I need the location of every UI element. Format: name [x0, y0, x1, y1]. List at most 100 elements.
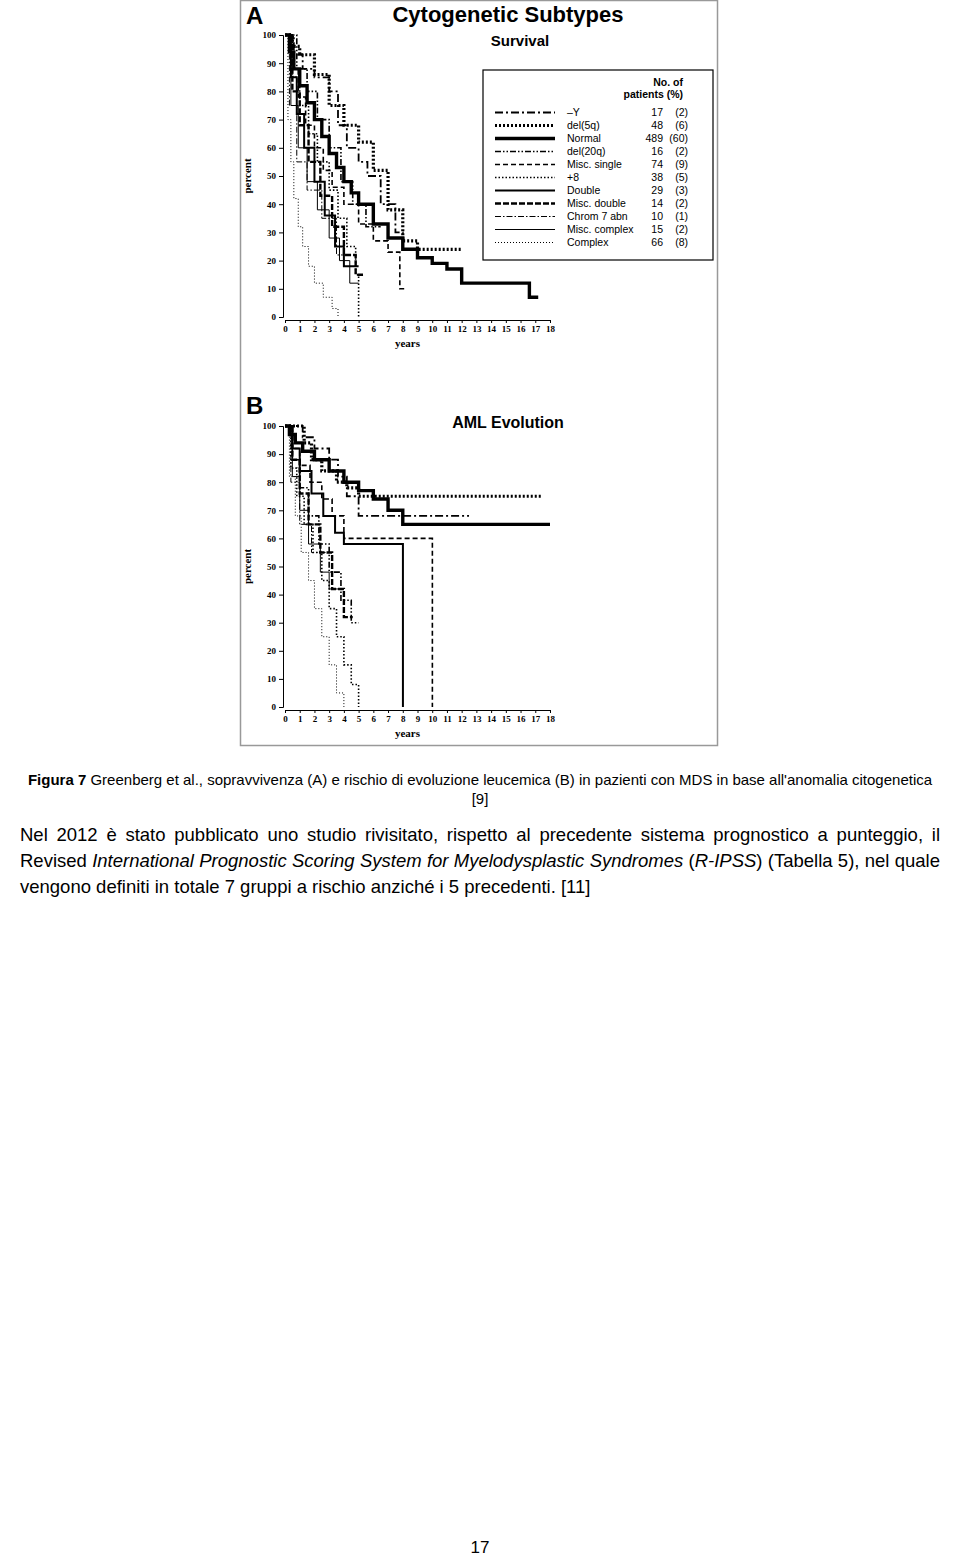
- y-tick: 50: [267, 562, 283, 572]
- text-run: (: [683, 850, 694, 871]
- x-axis-line: [286, 711, 551, 714]
- x-tick-label: 12: [458, 324, 468, 334]
- y-tick: 10: [267, 674, 283, 684]
- y-tick-mark: [279, 510, 283, 511]
- chart-subtitle: Survival: [491, 32, 549, 49]
- y-tick-mark: [279, 538, 283, 539]
- x-tick-mark: [285, 320, 286, 323]
- y-tick-label: 20: [267, 646, 277, 656]
- x-tick: 0: [283, 320, 288, 334]
- y-tick-label: 50: [267, 562, 277, 572]
- y-tick: 60: [267, 534, 283, 544]
- x-tick-mark: [285, 710, 286, 713]
- caption: Figura 7 Greenberg et al., sopravvivenza…: [20, 770, 940, 808]
- legend-percent: (1): [675, 210, 688, 222]
- legend-label: Normal: [567, 132, 601, 144]
- y-tick-label: 100: [263, 30, 277, 40]
- survival-curve: [285, 35, 359, 266]
- x-tick: 16: [517, 320, 527, 334]
- chart-title: Cytogenetic Subtypes: [392, 2, 623, 27]
- y-tick-mark: [279, 232, 283, 233]
- legend-label: –Y: [567, 106, 580, 118]
- x-tick-mark: [432, 320, 433, 323]
- legend-patients: 66: [651, 236, 663, 248]
- legend-patients: 29: [651, 184, 663, 196]
- legend-percent: (2): [675, 106, 688, 118]
- legend-patients: 15: [651, 223, 663, 235]
- survival-curve: [285, 426, 344, 707]
- legend-swatch: [495, 190, 555, 192]
- survival-curve: [285, 426, 469, 516]
- panel-letter: B: [246, 392, 263, 419]
- y-tick-mark: [279, 204, 283, 205]
- chart-b: BAML Evolution01020304050607080901000123…: [241, 392, 564, 739]
- x-tick-mark: [506, 710, 507, 713]
- survival-curve: [285, 426, 344, 589]
- x-tick: 11: [443, 710, 452, 724]
- x-tick: 13: [472, 710, 482, 724]
- legend-patients: 14: [651, 197, 663, 209]
- x-tick: 14: [487, 710, 497, 724]
- x-tick-mark: [359, 320, 360, 323]
- y-tick-label: 60: [267, 143, 277, 153]
- legend-label: del(5q): [567, 119, 600, 131]
- y-axis: 0102030405060708090100: [263, 421, 284, 712]
- y-tick-label: 20: [267, 256, 277, 266]
- survival-curve: [285, 426, 353, 617]
- y-tick: 80: [267, 87, 283, 97]
- y-tick-mark: [279, 679, 283, 680]
- y-tick: 0: [272, 312, 284, 322]
- x-tick: 7: [386, 710, 391, 724]
- y-tick: 60: [267, 143, 283, 153]
- x-tick-mark: [418, 710, 419, 713]
- survival-curve: [285, 35, 359, 317]
- survival-curve: [285, 426, 359, 707]
- x-tick-mark: [535, 710, 536, 713]
- chart-title: AML Evolution: [452, 414, 564, 431]
- legend-header: patients (%): [623, 88, 683, 100]
- x-tick-mark: [418, 320, 419, 323]
- survival-curve: [285, 35, 363, 275]
- y-tick-mark: [279, 651, 283, 652]
- x-tick: 16: [517, 710, 527, 724]
- y-tick: 20: [267, 646, 283, 656]
- x-tick-mark: [373, 710, 374, 713]
- survival-curve: [285, 35, 359, 283]
- y-tick-label: 0: [272, 312, 277, 322]
- x-tick: 13: [472, 320, 482, 334]
- legend-swatch: [495, 112, 555, 114]
- x-tick: 1: [298, 320, 303, 334]
- legend-swatch: [495, 216, 555, 217]
- x-tick-label: 16: [517, 714, 527, 724]
- x-tick-label: 14: [487, 714, 497, 724]
- x-tick-mark: [344, 710, 345, 713]
- x-tick: 8: [401, 320, 406, 334]
- x-tick-label: 1: [298, 714, 303, 724]
- x-tick-mark: [462, 710, 463, 713]
- y-tick-label: 0: [272, 702, 277, 712]
- x-tick-mark: [491, 320, 492, 323]
- x-tick: 5: [357, 320, 362, 334]
- y-tick: 10: [267, 284, 283, 294]
- survival-curve: [285, 426, 550, 524]
- survival-curve: [285, 426, 432, 707]
- x-tick: 1: [298, 710, 303, 724]
- x-tick-label: 4: [342, 324, 347, 334]
- x-tick-label: 14: [487, 324, 497, 334]
- x-tick-mark: [550, 710, 551, 713]
- survival-curve: [285, 35, 406, 289]
- x-tick-mark: [373, 320, 374, 323]
- y-tick-label: 70: [267, 115, 277, 125]
- x-tick: 7: [386, 320, 391, 334]
- x-tick: 18: [546, 710, 556, 724]
- legend-patients: 489: [645, 132, 663, 144]
- x-tick-label: 8: [401, 714, 406, 724]
- legend-percent: (60): [669, 132, 688, 144]
- x-tick-mark: [329, 320, 330, 323]
- y-tick: 90: [267, 449, 283, 459]
- survival-curve: [285, 426, 403, 707]
- x-tick-mark: [314, 320, 315, 323]
- x-tick-mark: [476, 320, 477, 323]
- y-tick-label: 90: [267, 59, 277, 69]
- legend-swatch: [495, 177, 555, 179]
